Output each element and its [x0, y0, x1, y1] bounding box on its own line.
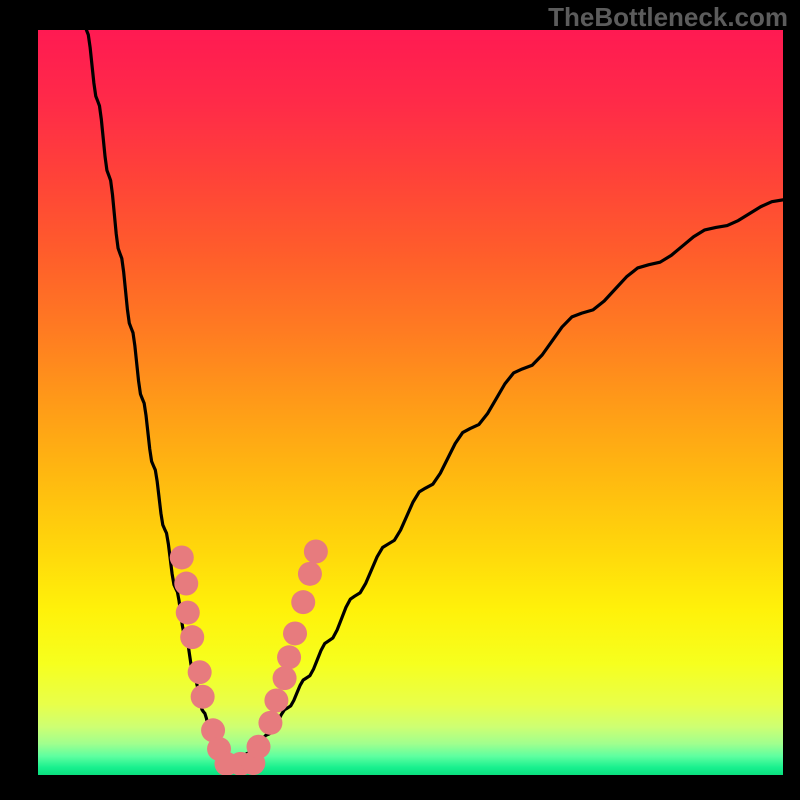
data-marker [176, 601, 200, 625]
data-marker [273, 666, 297, 690]
data-marker [188, 660, 212, 684]
data-marker [283, 621, 307, 645]
data-marker [304, 540, 328, 564]
chart-frame: TheBottleneck.com [0, 0, 800, 800]
data-marker [291, 590, 315, 614]
data-marker [170, 545, 194, 569]
data-marker [174, 572, 198, 596]
data-marker [191, 685, 215, 709]
data-marker [277, 645, 301, 669]
chart-svg [38, 30, 783, 775]
data-marker [180, 625, 204, 649]
data-marker [247, 735, 271, 759]
data-marker [258, 711, 282, 735]
plot-area [38, 30, 783, 775]
gradient-background [38, 30, 783, 775]
data-marker [298, 562, 322, 586]
data-marker [264, 689, 288, 713]
watermark-text: TheBottleneck.com [548, 2, 788, 33]
